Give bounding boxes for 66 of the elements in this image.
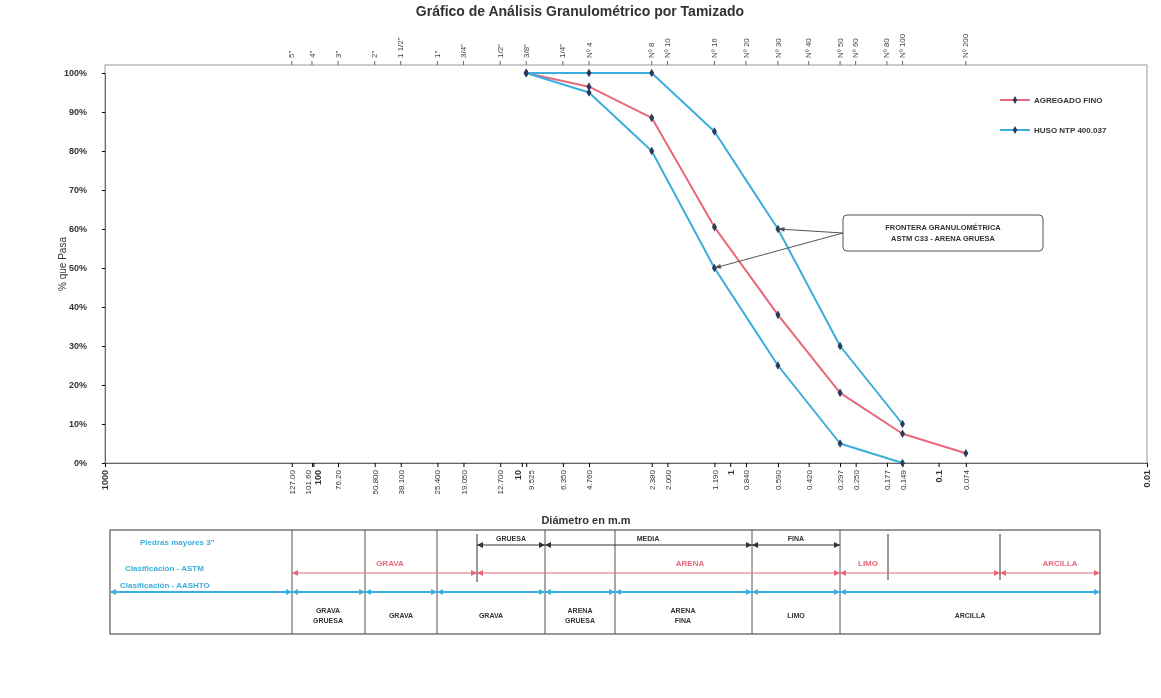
y-tick-label: 70% [68,185,87,196]
y-tick-label: 10% [68,419,87,430]
y-tick-label: 90% [68,107,87,118]
text: 1 1/2" [396,37,406,58]
text: Nº 20 [741,37,751,58]
text: Nº 16 [710,37,720,58]
y-tick-label: 50% [68,263,87,274]
x-tick-label: 6.350 [558,469,568,491]
x-tick-label: 4.760 [585,469,595,491]
text: 5" [287,50,297,58]
text: Nº 200 [961,33,971,58]
x-tick-label: 1 [725,470,736,476]
y-tick-label: 60% [68,224,87,235]
x-tick-label: 19.050 [459,469,469,495]
x-tick-label: 9.525 [526,469,536,491]
x-tick-label: 1000 [100,470,111,491]
text: 1" [432,50,442,58]
x-tick-label: 127.00 [287,469,297,495]
x-tick-label: 12.700 [496,469,506,495]
legend-label: HUSO NTP 400.037 [1034,125,1107,135]
x-tick-label: 101.60 [303,469,313,495]
text: 2" [370,50,380,58]
x-tick-label: 0.074 [961,469,971,491]
text: 3/8" [521,43,531,58]
x-tick-label: 0.01 [1142,470,1153,488]
x-tick-label: 0.177 [882,469,892,491]
text: Nº 60 [851,37,861,58]
x-tick-label: 10 [512,470,523,481]
text: Nº 80 [882,37,892,58]
y-tick-label: 40% [68,302,87,313]
x-tick-label: 0.1 [933,470,944,483]
x-tick-label: 100 [313,470,324,486]
text: 1/2" [495,43,505,58]
y-tick-label: 20% [68,380,87,391]
text: 4" [307,50,317,58]
x-tick-label: 0.297 [836,469,846,491]
text: Nº 100 [898,33,908,58]
chart-title: Gráfico de Análisis Granulométrico por Tamizado [415,3,745,19]
text: Nº 40 [804,37,814,58]
x-tick-label: 76.20 [334,469,344,491]
text: 3" [333,50,343,58]
text: 3/4" [459,43,469,58]
y-tick-label: 0% [73,458,87,469]
x-tick-label: 0.840 [742,469,752,491]
x-tick-label: 2.380 [647,469,657,491]
x-tick-label: 50.800 [370,469,380,495]
y-axis-title: % que Pasa [57,236,68,291]
text: Nº 4 [584,42,594,58]
x-tick-label: 0.250 [851,469,861,491]
text: 1/4" [558,43,568,58]
text: Nº 30 [773,37,783,58]
text: Nº 50 [835,37,845,58]
x-axis-title: Diámetro en m.m [541,514,631,526]
legend-label: AGREGADO FINO [1034,95,1103,105]
x-tick-label: 0.590 [774,469,784,491]
x-tick-label: 38.100 [396,469,406,495]
x-tick-label: 2.000 [663,469,673,491]
x-tick-label: 25.400 [433,469,443,495]
y-tick-label: 30% [68,341,87,352]
y-tick-label: 100% [63,68,87,79]
x-tick-label: 0.420 [804,469,814,491]
y-tick-label: 80% [68,146,87,157]
x-tick-label: 0.149 [898,469,908,491]
text: Nº 10 [663,37,673,58]
text: Nº 8 [647,42,657,58]
x-tick-label: 1.190 [710,469,720,491]
